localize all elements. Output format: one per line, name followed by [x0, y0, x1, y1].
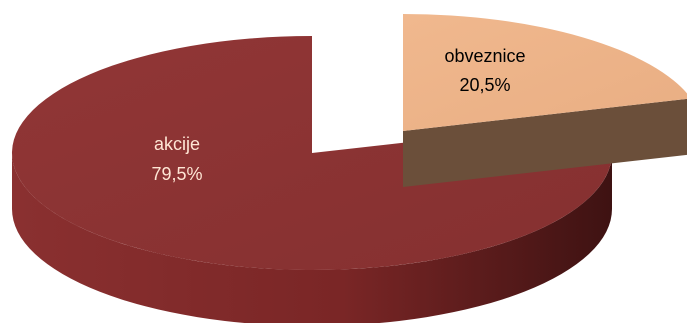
label-akcije-category: akcije	[154, 134, 200, 154]
slice-obveznice	[403, 14, 687, 187]
label-akcije-value: 79,5%	[151, 164, 202, 184]
slice-obveznice-top	[403, 14, 687, 131]
slice-obveznice-side	[403, 98, 687, 187]
label-obveznice-value: 20,5%	[459, 75, 510, 95]
label-obveznice-category: obveznice	[444, 46, 525, 66]
slice-akcije-top	[11, 36, 612, 270]
slice-akcije	[11, 36, 612, 323]
slice-akcije-side	[12, 153, 612, 323]
